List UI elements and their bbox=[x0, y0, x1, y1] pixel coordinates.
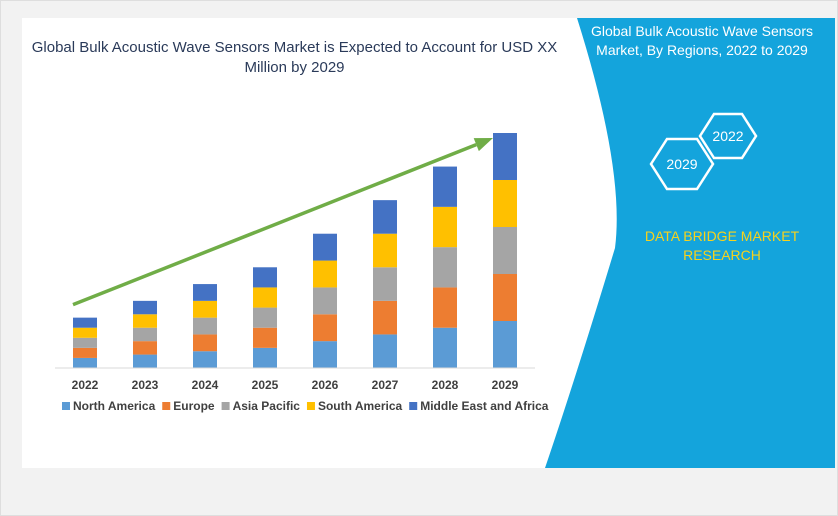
bar-2022-series-0 bbox=[73, 357, 97, 368]
trend-arrow-head bbox=[473, 138, 493, 152]
legend-label-4: Middle East and Africa bbox=[420, 399, 549, 413]
x-tick-labels: 2022 2023 2024 2025 2026 2027 2028 2029 bbox=[72, 378, 519, 392]
bar-2028-series-1 bbox=[433, 287, 457, 328]
bar-2023-series-2 bbox=[133, 327, 157, 342]
x-tick-label: 2025 bbox=[252, 378, 279, 392]
bar-2028-series-2 bbox=[433, 247, 457, 288]
bar-2027-series-2 bbox=[373, 267, 397, 301]
bar-2024-series-2 bbox=[193, 317, 217, 335]
brand-name: DATA BRIDGE MARKET RESEARCH bbox=[644, 228, 800, 263]
legend-label-1: Europe bbox=[173, 399, 215, 413]
bar-2025-series-4 bbox=[253, 267, 277, 288]
hexagon-2029-label: 2029 bbox=[666, 156, 697, 172]
bar-2024-series-3 bbox=[193, 300, 217, 318]
x-tick-label: 2022 bbox=[72, 378, 99, 392]
bar-2024-series-0 bbox=[193, 351, 217, 368]
bar-2022-series-4 bbox=[73, 317, 97, 328]
x-tick-label: 2029 bbox=[492, 378, 519, 392]
bar-2026-series-4 bbox=[313, 233, 337, 261]
x-tick-label: 2026 bbox=[312, 378, 339, 392]
x-tick-label: 2028 bbox=[432, 378, 459, 392]
bar-2028-series-0 bbox=[433, 327, 457, 368]
bar-2029-series-2 bbox=[493, 227, 517, 274]
bar-2026-series-0 bbox=[313, 341, 337, 368]
bar-2026-series-3 bbox=[313, 260, 337, 288]
bar-2029-series-1 bbox=[493, 274, 517, 321]
bar-2025-series-3 bbox=[253, 287, 277, 308]
bar-2028-series-4 bbox=[433, 166, 457, 207]
legend-swatch-1 bbox=[162, 402, 171, 410]
bar-2022-series-3 bbox=[73, 327, 97, 338]
bar-2028-series-3 bbox=[433, 206, 457, 248]
bar-2029-series-3 bbox=[493, 180, 517, 227]
chart-legend: North America Europe Asia Pacific South Ame… bbox=[62, 399, 549, 413]
bar-2023-series-0 bbox=[133, 354, 157, 368]
trend-arrow bbox=[72, 138, 493, 307]
hexagon-2029-icon bbox=[649, 137, 715, 191]
bar-2023-series-3 bbox=[133, 314, 157, 328]
region-panel-background bbox=[545, 18, 835, 468]
bar-2026-series-2 bbox=[313, 287, 337, 315]
x-tick-label: 2024 bbox=[192, 378, 219, 392]
chart-title: Global Bulk Acoustic Wave Sensors Market… bbox=[31, 39, 558, 76]
bar-2025-series-0 bbox=[253, 347, 277, 368]
bar-2025-series-2 bbox=[253, 307, 277, 328]
legend-swatch-2 bbox=[221, 402, 230, 410]
bar-2022-series-1 bbox=[73, 347, 97, 358]
legend-swatch-3 bbox=[306, 402, 315, 410]
hexagon-2022-icon bbox=[698, 112, 758, 160]
bar-2029-series-4 bbox=[493, 133, 517, 180]
bar-2024-series-1 bbox=[193, 334, 217, 352]
bar-stacks bbox=[73, 133, 517, 368]
x-tick-label: 2023 bbox=[132, 378, 159, 392]
legend-label-0: North America bbox=[73, 399, 156, 413]
bar-2026-series-1 bbox=[313, 314, 337, 342]
legend-swatch-0 bbox=[62, 402, 70, 410]
bar-2027-series-3 bbox=[373, 233, 397, 268]
legend-label-2: Asia Pacific bbox=[233, 399, 301, 413]
bar-2027-series-4 bbox=[373, 200, 397, 234]
legend-swatch-4 bbox=[409, 402, 418, 410]
region-panel-title: Global Bulk Acoustic Wave Sensors Market… bbox=[590, 23, 814, 58]
bar-2023-series-1 bbox=[133, 341, 157, 355]
x-tick-label: 2027 bbox=[372, 378, 399, 392]
hexagon-2022-label: 2022 bbox=[712, 128, 743, 144]
legend-label-3: South America bbox=[318, 399, 403, 413]
bar-2025-series-1 bbox=[253, 327, 277, 348]
bar-2029-series-0 bbox=[493, 321, 517, 368]
trend-arrow-line bbox=[72, 143, 477, 307]
bar-2022-series-2 bbox=[73, 337, 97, 348]
bar-2027-series-1 bbox=[373, 300, 397, 335]
bar-2027-series-0 bbox=[373, 334, 397, 368]
bar-2024-series-4 bbox=[193, 284, 217, 301]
bar-2023-series-4 bbox=[133, 300, 157, 315]
